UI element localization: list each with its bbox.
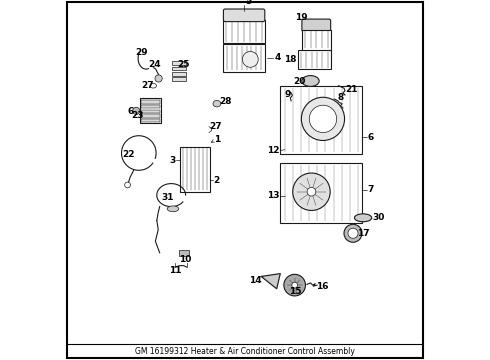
Bar	[223, 20, 265, 43]
Text: 9: 9	[284, 90, 291, 99]
Text: 21: 21	[345, 85, 357, 94]
Ellipse shape	[167, 206, 179, 212]
Text: 24: 24	[148, 60, 161, 69]
Polygon shape	[261, 274, 280, 289]
Text: 1: 1	[214, 135, 220, 144]
Ellipse shape	[302, 76, 319, 86]
Text: 12: 12	[267, 146, 279, 155]
Text: 7: 7	[367, 185, 373, 194]
Bar	[141, 100, 160, 104]
Circle shape	[133, 107, 140, 114]
Text: 19: 19	[295, 13, 307, 22]
Text: 27: 27	[141, 81, 153, 90]
Bar	[140, 98, 161, 123]
Circle shape	[307, 188, 316, 196]
FancyBboxPatch shape	[302, 19, 331, 32]
Bar	[172, 61, 186, 65]
Text: 10: 10	[179, 256, 192, 264]
Text: 3: 3	[169, 156, 175, 165]
Bar	[298, 50, 331, 69]
Bar	[172, 77, 186, 81]
Text: 14: 14	[249, 276, 262, 284]
Text: 16: 16	[316, 282, 329, 291]
Text: 25: 25	[177, 60, 190, 69]
Circle shape	[124, 182, 130, 188]
Bar	[179, 250, 189, 256]
Circle shape	[344, 224, 362, 242]
Text: 6: 6	[127, 107, 134, 116]
Circle shape	[309, 105, 337, 132]
Text: 13: 13	[267, 192, 279, 201]
Circle shape	[293, 173, 330, 211]
Bar	[141, 114, 160, 118]
Circle shape	[348, 228, 358, 238]
Bar	[141, 110, 160, 113]
Bar	[180, 147, 210, 192]
Ellipse shape	[213, 100, 221, 107]
Text: 15: 15	[289, 287, 302, 296]
FancyBboxPatch shape	[223, 9, 265, 22]
Bar	[141, 105, 160, 108]
Bar	[141, 119, 160, 122]
Text: 28: 28	[219, 97, 231, 106]
Text: 17: 17	[358, 229, 370, 238]
Text: 23: 23	[131, 111, 143, 120]
Bar	[280, 163, 363, 223]
Bar	[172, 72, 186, 76]
Text: 5: 5	[245, 0, 252, 6]
Circle shape	[284, 274, 305, 296]
Text: 29: 29	[135, 48, 147, 57]
Text: 4: 4	[274, 53, 281, 62]
Text: 31: 31	[161, 194, 174, 202]
Circle shape	[301, 97, 344, 140]
Text: GM 16199312 Heater & Air Conditioner Control Assembly: GM 16199312 Heater & Air Conditioner Con…	[135, 346, 355, 356]
Circle shape	[155, 75, 162, 82]
Text: 20: 20	[293, 77, 305, 85]
Bar	[302, 30, 331, 50]
Circle shape	[292, 282, 297, 288]
Text: 11: 11	[169, 266, 181, 275]
Bar	[172, 67, 186, 70]
Text: 22: 22	[122, 150, 134, 158]
Text: 6: 6	[367, 132, 373, 141]
Ellipse shape	[150, 84, 156, 88]
Circle shape	[243, 51, 258, 67]
Bar	[280, 86, 363, 154]
Text: 8: 8	[337, 94, 343, 102]
Text: 18: 18	[284, 55, 296, 64]
Ellipse shape	[354, 214, 372, 222]
Text: 30: 30	[372, 213, 384, 222]
Text: 2: 2	[213, 176, 220, 185]
Bar	[223, 44, 265, 72]
Text: 27: 27	[209, 122, 222, 131]
